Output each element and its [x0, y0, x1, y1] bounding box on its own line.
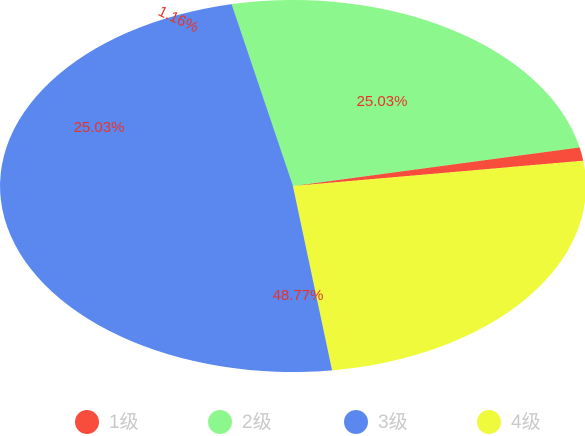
- slice-data-label: 25.03%: [74, 119, 125, 136]
- pie-slice-2: [231, 0, 580, 186]
- legend: 1级 2级 3级 4级: [75, 410, 541, 434]
- slice-data-label: 25.03%: [357, 93, 408, 110]
- pie-slices: [0, 0, 585, 372]
- slice-data-label: 48.77%: [273, 287, 324, 304]
- pie-slice-3: [0, 4, 333, 372]
- legend-label: 1级: [109, 411, 139, 433]
- legend-item[interactable]: 2级: [208, 410, 272, 434]
- pie-slice-4: [293, 160, 585, 371]
- legend-item[interactable]: 1级: [75, 410, 139, 434]
- legend-item[interactable]: 4级: [477, 410, 541, 434]
- legend-marker: [75, 410, 99, 434]
- legend-label: 3级: [378, 411, 408, 433]
- legend-label: 4级: [511, 411, 541, 433]
- legend-marker: [208, 410, 232, 434]
- legend-marker: [344, 410, 368, 434]
- legend-marker: [477, 410, 501, 434]
- pie-slice-1: [293, 147, 584, 186]
- legend-label: 2级: [242, 411, 272, 433]
- legend-item[interactable]: 3级: [344, 410, 408, 434]
